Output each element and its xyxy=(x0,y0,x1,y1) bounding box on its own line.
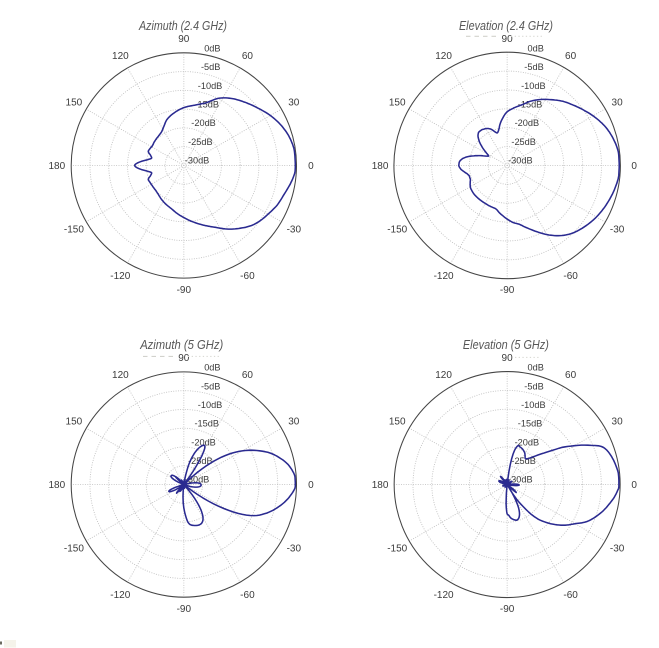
svg-text:120: 120 xyxy=(112,51,129,62)
svg-text:60: 60 xyxy=(565,51,577,62)
svg-text:60: 60 xyxy=(565,370,577,381)
svg-text:0: 0 xyxy=(308,480,314,491)
svg-text:-60: -60 xyxy=(563,590,578,601)
svg-text:-10dB: -10dB xyxy=(198,81,223,91)
svg-text:-90: -90 xyxy=(500,285,515,296)
svg-text:0dB: 0dB xyxy=(204,44,220,54)
svg-text:60: 60 xyxy=(242,51,254,62)
svg-text:90: 90 xyxy=(502,353,514,364)
svg-text:Elevation (5 GHz): Elevation (5 GHz) xyxy=(463,337,549,352)
svg-text:90: 90 xyxy=(178,34,190,45)
svg-text:-120: -120 xyxy=(434,271,454,282)
svg-text:-5dB: -5dB xyxy=(201,62,220,72)
svg-text:Elevation (2.4 GHz): Elevation (2.4 GHz) xyxy=(459,18,553,33)
svg-text:-60: -60 xyxy=(563,271,578,282)
svg-text:-30: -30 xyxy=(287,225,302,236)
svg-text:150: 150 xyxy=(66,417,83,428)
svg-text:-25dB: -25dB xyxy=(188,456,213,466)
svg-text:-15dB: -15dB xyxy=(518,100,543,110)
svg-text:30: 30 xyxy=(288,98,300,109)
svg-text:-25dB: -25dB xyxy=(511,456,536,466)
svg-text:60: 60 xyxy=(242,370,254,381)
svg-text:90: 90 xyxy=(178,353,190,364)
svg-text:-30dB: -30dB xyxy=(185,156,210,166)
svg-text:0dB: 0dB xyxy=(204,363,220,373)
svg-text:180: 180 xyxy=(372,161,389,172)
svg-text:-150: -150 xyxy=(64,225,84,236)
svg-text:-150: -150 xyxy=(387,225,407,236)
svg-text:30: 30 xyxy=(612,417,624,428)
svg-text:-30: -30 xyxy=(610,225,625,236)
svg-text:-10dB: -10dB xyxy=(521,81,546,91)
svg-text:-5dB: -5dB xyxy=(201,381,220,391)
svg-text:120: 120 xyxy=(112,370,129,381)
svg-text:-20dB: -20dB xyxy=(191,437,216,447)
svg-text:0: 0 xyxy=(308,161,314,172)
svg-text:-120: -120 xyxy=(110,271,130,282)
svg-text:180: 180 xyxy=(48,161,65,172)
svg-text:-150: -150 xyxy=(387,544,407,555)
svg-text:Azimuth (5 GHz): Azimuth (5 GHz) xyxy=(139,337,223,352)
svg-text:120: 120 xyxy=(435,51,452,62)
svg-text:180: 180 xyxy=(48,480,65,491)
svg-text:-90: -90 xyxy=(177,604,192,615)
svg-text:-5dB: -5dB xyxy=(524,62,543,72)
svg-text:30: 30 xyxy=(612,98,624,109)
svg-text:-90: -90 xyxy=(500,604,515,615)
svg-text:-20dB: -20dB xyxy=(515,118,540,128)
svg-text:90: 90 xyxy=(502,34,514,45)
svg-text:-30dB: -30dB xyxy=(185,475,210,485)
svg-text:-60: -60 xyxy=(240,590,255,601)
svg-text:-30dB: -30dB xyxy=(508,156,533,166)
svg-text:-15dB: -15dB xyxy=(518,419,543,429)
svg-text:-25dB: -25dB xyxy=(188,137,213,147)
svg-text:-60: -60 xyxy=(240,271,255,282)
svg-text:150: 150 xyxy=(389,98,406,109)
svg-text:-150: -150 xyxy=(64,544,84,555)
svg-text:-120: -120 xyxy=(110,590,130,601)
svg-text:30: 30 xyxy=(288,417,300,428)
svg-text:-120: -120 xyxy=(434,590,454,601)
svg-text:-5dB: -5dB xyxy=(524,381,543,391)
svg-text:-15dB: -15dB xyxy=(195,419,220,429)
svg-text:-15dB: -15dB xyxy=(195,100,220,110)
svg-text:-20dB: -20dB xyxy=(515,437,540,447)
svg-text:-30: -30 xyxy=(287,544,302,555)
svg-text:120: 120 xyxy=(435,370,452,381)
svg-text:0: 0 xyxy=(631,161,637,172)
svg-text:-10dB: -10dB xyxy=(198,400,223,410)
svg-text:-10dB: -10dB xyxy=(521,400,546,410)
svg-text:0dB: 0dB xyxy=(528,44,544,54)
svg-text:Azimuth (2.4 GHz): Azimuth (2.4 GHz) xyxy=(138,18,227,33)
svg-text:-20dB: -20dB xyxy=(191,118,216,128)
svg-text:-90: -90 xyxy=(177,285,192,296)
svg-text:150: 150 xyxy=(66,98,83,109)
svg-text:0: 0 xyxy=(631,480,637,491)
svg-text:0dB: 0dB xyxy=(528,363,544,373)
svg-text:150: 150 xyxy=(389,417,406,428)
svg-text:-25dB: -25dB xyxy=(511,137,536,147)
svg-text:-30dB: -30dB xyxy=(508,475,533,485)
svg-text:180: 180 xyxy=(372,480,389,491)
svg-text:-30: -30 xyxy=(610,544,625,555)
